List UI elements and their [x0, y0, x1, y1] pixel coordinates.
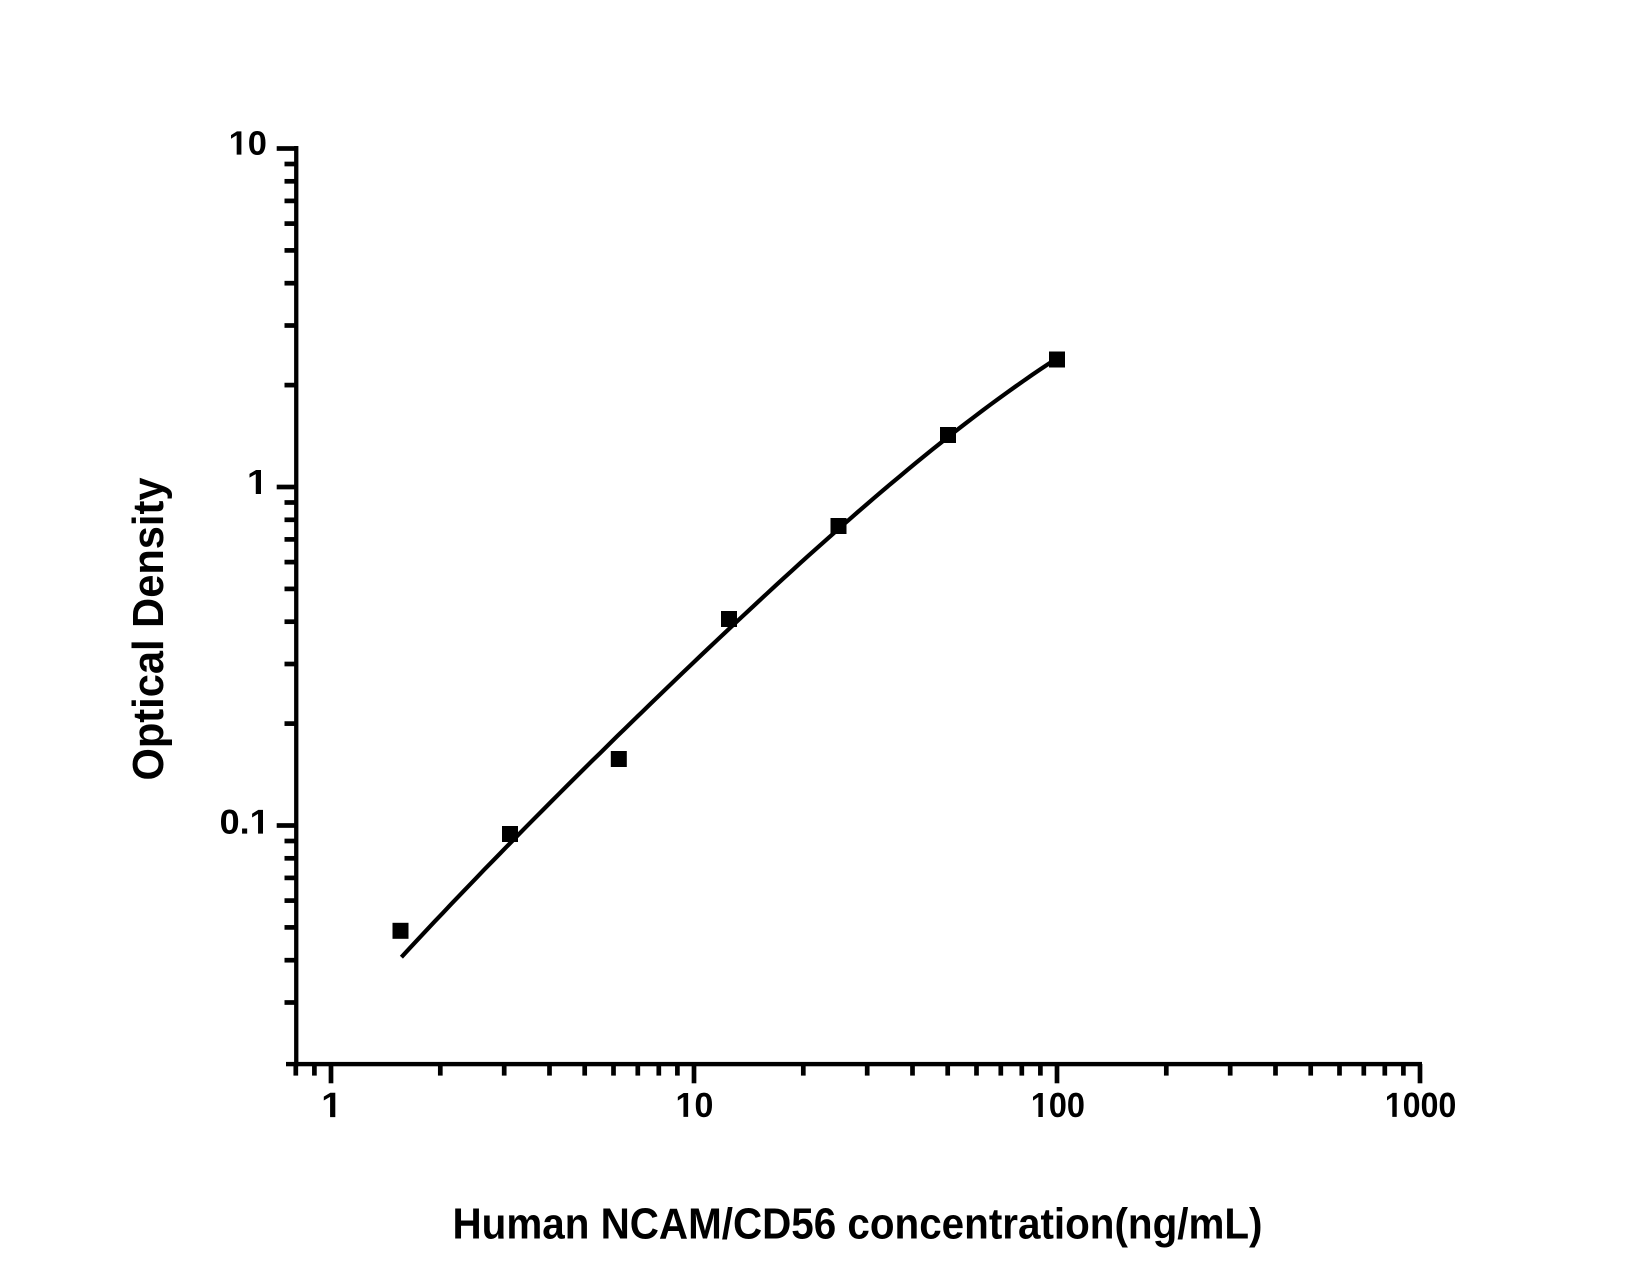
svg-text:Optical Density: Optical Density [124, 477, 173, 780]
svg-text:Human NCAM/CD56 concentration(: Human NCAM/CD56 concentration(ng/mL) [453, 1200, 1263, 1249]
